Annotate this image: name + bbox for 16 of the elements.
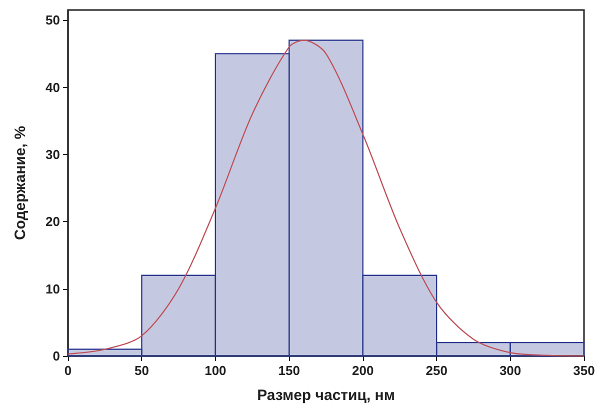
x-tick-label: 150 [278, 363, 300, 378]
y-tick-label: 40 [46, 80, 60, 95]
x-tick-label: 0 [64, 363, 72, 378]
x-axis-title: Размер частиц, нм [257, 387, 395, 404]
y-tick-label: 20 [46, 214, 60, 230]
y-tick-label: 0 [52, 348, 60, 364]
x-tick-label: 100 [204, 363, 226, 378]
y-tick-label: 10 [46, 281, 60, 296]
x-tick-label: 200 [352, 363, 374, 378]
y-tick-label: 50 [46, 12, 60, 28]
x-tick-label: 250 [426, 363, 448, 378]
y-tick-label: 30 [46, 146, 60, 162]
y-axis-title: Содержание, % [12, 126, 29, 240]
x-tick-label: 300 [499, 363, 522, 378]
x-tick-label: 350 [573, 363, 595, 378]
x-tick-label: 50 [134, 363, 149, 378]
